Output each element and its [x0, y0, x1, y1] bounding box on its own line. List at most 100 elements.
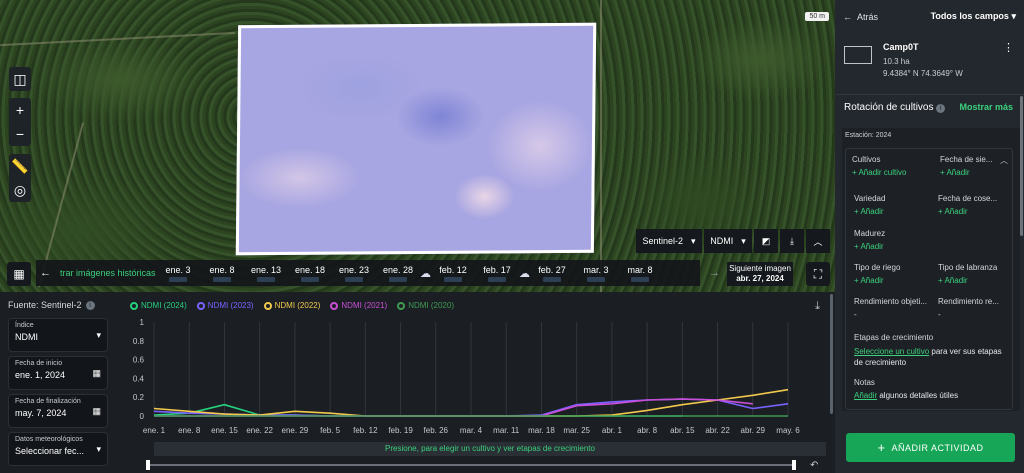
field-coords: 9.4384° N 74.3649° W — [883, 69, 963, 78]
panel-scrollbar[interactable] — [1020, 96, 1023, 236]
x-tick-label: mar. 25 — [563, 426, 590, 435]
split-view-button[interactable]: ◫ — [9, 67, 31, 91]
ndmi-chart[interactable]: NDMI (2024) NDMI (2023) NDMI (2022) NDMI (2… — [118, 292, 830, 473]
imagery-toolbar: Sentinel-2 ▾ NDMI ▾ ◩ ⤓ ︿ — [636, 229, 830, 253]
add-activity-button[interactable]: + AÑADIR ACTIVIDAD — [846, 433, 1015, 462]
show-more-link[interactable]: Mostrar más — [959, 102, 1013, 112]
index-dropdown[interactable]: Índice NDMI ▾ — [8, 318, 108, 352]
timeline-date[interactable]: feb. 12 — [431, 265, 475, 282]
legend-swatch — [130, 301, 138, 310]
timeline-date-label: feb. 17 — [483, 264, 511, 275]
chart-hint: Presione, para elegir un cultivo y ver e… — [154, 442, 826, 456]
timeline-date-marker — [444, 276, 462, 282]
timeline-date-label: ene. 23 — [338, 264, 370, 275]
x-tick-label: ene. 1 — [143, 426, 166, 435]
timeline-date[interactable]: mar. 3 — [574, 265, 618, 282]
legend-entry[interactable]: NDMI (2022) — [263, 301, 320, 310]
timeline-date[interactable]: ene. 13 — [244, 265, 288, 282]
calendar-icon: ▦ — [13, 267, 25, 281]
map-view[interactable]: 50 m ◫ + − 📏 ◎ Sentinel-2 ▾ NDMI ▾ ◩ ⤓ ︿ ▦… — [0, 0, 835, 292]
collapse-button[interactable]: ︿ — [806, 229, 830, 253]
legend-entry[interactable]: NDMI (2020) — [397, 301, 454, 310]
timeline-date[interactable]: feb. 17 — [475, 265, 519, 282]
reset-icon[interactable]: ↶ — [810, 460, 819, 471]
field-ndmi-overlay[interactable] — [235, 22, 597, 256]
source-select[interactable]: Sentinel-2 ▾ — [636, 229, 702, 253]
timeline-date-marker — [543, 276, 561, 282]
chart-scrollbar[interactable] — [830, 292, 835, 473]
timeline-date[interactable]: feb. 27 — [530, 265, 574, 282]
harvest-date-cell: Fecha de cose... + Añadir — [938, 194, 997, 216]
select-crop-link[interactable]: Seleccione un cultivo — [854, 347, 930, 356]
add-notes-link[interactable]: Añadir — [854, 391, 878, 400]
zoom-in-icon[interactable]: + — [15, 102, 25, 118]
ruler-icon[interactable]: 📏 — [11, 157, 29, 174]
add-variety-link[interactable]: + Añadir — [854, 207, 884, 216]
add-sow-date-link[interactable]: + Añadir — [940, 168, 970, 177]
timeline-date[interactable]: ene. 23 — [332, 265, 376, 282]
back-button[interactable]: ← Atrás — [843, 12, 878, 22]
end-date-field[interactable]: Fecha de finalización may. 7, 2024 ▦ — [8, 394, 108, 428]
start-date-field[interactable]: Fecha de inicio ene. 1, 2024 ▦ — [8, 356, 108, 390]
chart-legend: NDMI (2024) NDMI (2023) NDMI (2022) NDMI (2… — [130, 301, 454, 310]
x-tick-label: mar. 11 — [493, 426, 520, 435]
y-tick-label: 1 — [140, 318, 145, 327]
index-select[interactable]: NDMI ▾ — [704, 229, 752, 253]
timeline-date[interactable]: ene. 18 — [288, 265, 332, 282]
add-maturity-link[interactable]: + Añadir — [854, 242, 884, 251]
x-tick-label: abr. 29 — [741, 426, 766, 435]
y-tick-label: 0 — [140, 412, 145, 421]
crop-rotation-body: Estación: 2024 ︿ Cultivos + Añadir culti… — [842, 128, 1020, 411]
fullscreen-button[interactable]: ⛶ — [806, 262, 830, 286]
locate-icon[interactable]: ◎ — [13, 181, 27, 198]
timeline-date[interactable]: ene. 8 — [200, 265, 244, 282]
timeline-date[interactable]: ene. 3 — [156, 265, 200, 282]
download-icon[interactable]: ⤓ — [815, 300, 820, 312]
field-thumbnail — [844, 46, 872, 64]
contrast-button[interactable]: ◩ — [754, 229, 778, 253]
timeline-date[interactable]: mar. 8 — [618, 265, 662, 282]
contrast-icon: ◩ — [761, 235, 771, 246]
info-icon[interactable]: i — [85, 300, 95, 310]
tools-controls: 📏 ◎ — [9, 154, 31, 202]
y-tick-label: 0.8 — [133, 337, 145, 346]
add-tillage-link[interactable]: + Añadir — [938, 276, 968, 285]
x-tick-label: abr. 1 — [602, 426, 623, 435]
arrow-right-icon[interactable]: → — [709, 267, 720, 279]
history-link[interactable]: trar imágenes históricas — [60, 268, 156, 278]
add-harvest-date-link[interactable]: + Añadir — [938, 207, 968, 216]
all-fields-dropdown[interactable]: Todos los campos ▾ — [931, 11, 1016, 22]
map-scale: 50 m — [805, 12, 829, 21]
slider-handle-right[interactable] — [792, 460, 796, 470]
download-button[interactable]: ⤓ — [780, 229, 804, 253]
index-dropdown-label: Índice — [15, 322, 34, 329]
variety-cell: Variedad + Añadir — [854, 194, 885, 216]
info-icon[interactable]: i — [936, 104, 946, 113]
zoom-out-icon[interactable]: − — [15, 126, 25, 142]
image-timeline: ▦ ← trar imágenes históricas ene. 3 ene. … — [0, 259, 835, 289]
chevron-up-icon[interactable]: ︿ — [1000, 156, 1008, 165]
legend-entry[interactable]: NDMI (2023) — [196, 301, 254, 310]
legend-entry[interactable]: NDMI (2021) — [330, 301, 387, 310]
field-area: 10.3 ha — [883, 57, 910, 66]
x-tick-label: abr. 8 — [637, 426, 658, 435]
more-vert-icon[interactable]: ⋮ — [1003, 42, 1014, 54]
timeline-date[interactable]: ene. 28 — [376, 265, 420, 282]
legend-entry[interactable]: NDMI (2024) — [130, 301, 187, 310]
arrow-left-icon[interactable]: ← — [40, 267, 51, 279]
weather-dropdown[interactable]: Datos meteorológicos Seleccionar fec... … — [8, 432, 108, 466]
slider-handle-left[interactable] — [146, 460, 150, 470]
chevron-down-icon: ▾ — [691, 235, 696, 246]
timeline-date-marker — [345, 276, 363, 282]
timeline-date-label: ene. 18 — [294, 264, 326, 275]
source-info: Fuente: Sentinel-2 i — [8, 300, 110, 310]
x-tick-label: feb. 12 — [353, 426, 378, 435]
calendar-button[interactable]: ▦ — [7, 262, 31, 286]
add-crop-link[interactable]: + Añadir cultivo — [852, 168, 907, 177]
date-range-slider[interactable] — [146, 460, 796, 470]
add-irrigation-link[interactable]: + Añadir — [854, 276, 884, 285]
next-image-button[interactable]: Siguiente imagen abr. 27, 2024 — [727, 262, 793, 286]
field-card[interactable]: Camp0T 10.3 ha 9.4384° N 74.3649° W ⋮ — [835, 33, 1024, 95]
sow-date-label: Fecha de sie... — [940, 155, 993, 164]
legend-label: NDMI (2021) — [341, 301, 388, 310]
